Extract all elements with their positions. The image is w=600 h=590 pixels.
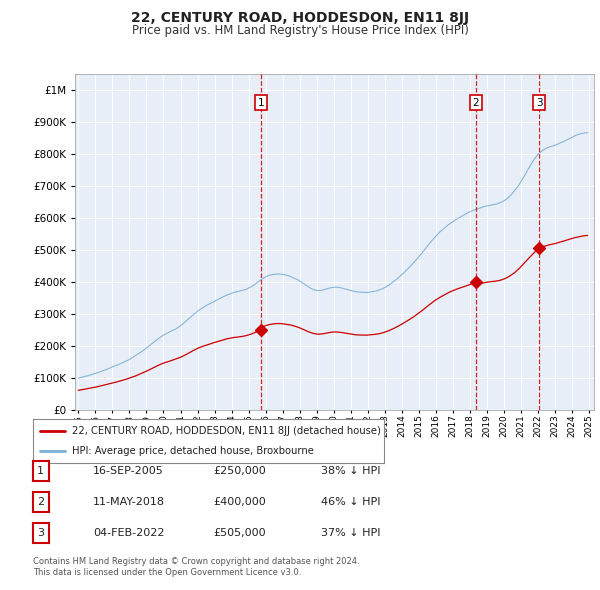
Text: 3: 3	[37, 529, 44, 538]
Text: 04-FEB-2022: 04-FEB-2022	[93, 529, 164, 538]
Text: £505,000: £505,000	[213, 529, 266, 538]
Text: Contains HM Land Registry data © Crown copyright and database right 2024.: Contains HM Land Registry data © Crown c…	[33, 558, 359, 566]
Text: Price paid vs. HM Land Registry's House Price Index (HPI): Price paid vs. HM Land Registry's House …	[131, 24, 469, 37]
Text: 22, CENTURY ROAD, HODDESDON, EN11 8JJ (detached house): 22, CENTURY ROAD, HODDESDON, EN11 8JJ (d…	[71, 426, 380, 436]
Text: 38% ↓ HPI: 38% ↓ HPI	[321, 466, 380, 476]
Text: 16-SEP-2005: 16-SEP-2005	[93, 466, 164, 476]
Text: 2: 2	[473, 97, 479, 107]
Text: HPI: Average price, detached house, Broxbourne: HPI: Average price, detached house, Brox…	[71, 446, 313, 456]
Text: 1: 1	[37, 466, 44, 476]
Text: 22, CENTURY ROAD, HODDESDON, EN11 8JJ: 22, CENTURY ROAD, HODDESDON, EN11 8JJ	[131, 11, 469, 25]
Text: 1: 1	[257, 97, 264, 107]
Text: 3: 3	[536, 97, 542, 107]
Text: £400,000: £400,000	[213, 497, 266, 507]
Text: This data is licensed under the Open Government Licence v3.0.: This data is licensed under the Open Gov…	[33, 568, 301, 577]
Text: 11-MAY-2018: 11-MAY-2018	[93, 497, 165, 507]
Text: £250,000: £250,000	[213, 466, 266, 476]
Text: 46% ↓ HPI: 46% ↓ HPI	[321, 497, 380, 507]
Text: 2: 2	[37, 497, 44, 507]
Text: 37% ↓ HPI: 37% ↓ HPI	[321, 529, 380, 538]
